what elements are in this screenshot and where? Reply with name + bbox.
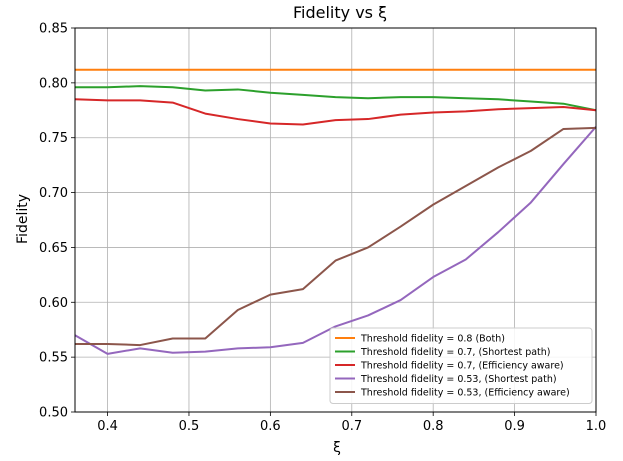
series-line	[74, 126, 597, 355]
legend-label: Threshold fidelity = 0.8 (Both)	[360, 334, 505, 345]
series-line	[74, 98, 597, 126]
y-tick-label: 0.55	[39, 351, 68, 366]
y-tick-label: 0.65	[39, 241, 68, 256]
x-tick-label: 0.6	[260, 419, 281, 434]
x-tick-label: 0.5	[179, 419, 200, 434]
y-tick-label: 0.70	[39, 186, 68, 201]
series-line	[75, 126, 597, 347]
x-tick-label: 1.0	[586, 419, 607, 434]
series-lines	[74, 68, 597, 355]
legend-label: Threshold fidelity = 0.53, (Efficiency a…	[360, 388, 570, 399]
chart-title: Fidelity vs ξ	[293, 3, 387, 22]
axis-ticks: 0.4 0.5 0.6 0.7 0.8 0.9 1.0 0.50 0.55 0.60 0.65 0.7…	[39, 22, 606, 435]
y-axis-label: Fidelity	[15, 194, 31, 244]
x-tick-label: 0.4	[97, 419, 118, 434]
x-axis-label: ξ	[333, 440, 341, 456]
x-tick-label: 0.8	[423, 419, 444, 434]
legend-label: Threshold fidelity = 0.53, (Shortest pat…	[360, 374, 557, 385]
y-tick-label: 0.75	[39, 131, 68, 146]
y-tick-label: 0.80	[39, 76, 68, 91]
plot-frame	[74, 27, 597, 413]
legend: Threshold fidelity = 0.8 (Both) Threshold…	[329, 327, 593, 404]
series-line	[75, 85, 597, 112]
legend-box	[329, 327, 593, 404]
x-tick-label: 0.7	[341, 419, 362, 434]
legend-label: Threshold fidelity = 0.7, (Shortest path…	[360, 347, 551, 358]
legend-label: Threshold fidelity = 0.7, (Efficiency aw…	[360, 361, 564, 372]
y-tick-label: 0.60	[39, 296, 68, 311]
y-tick-label: 0.50	[39, 406, 68, 421]
grid	[75, 27, 597, 413]
y-tick-label: 0.85	[39, 22, 68, 37]
x-tick-label: 0.9	[504, 419, 525, 434]
